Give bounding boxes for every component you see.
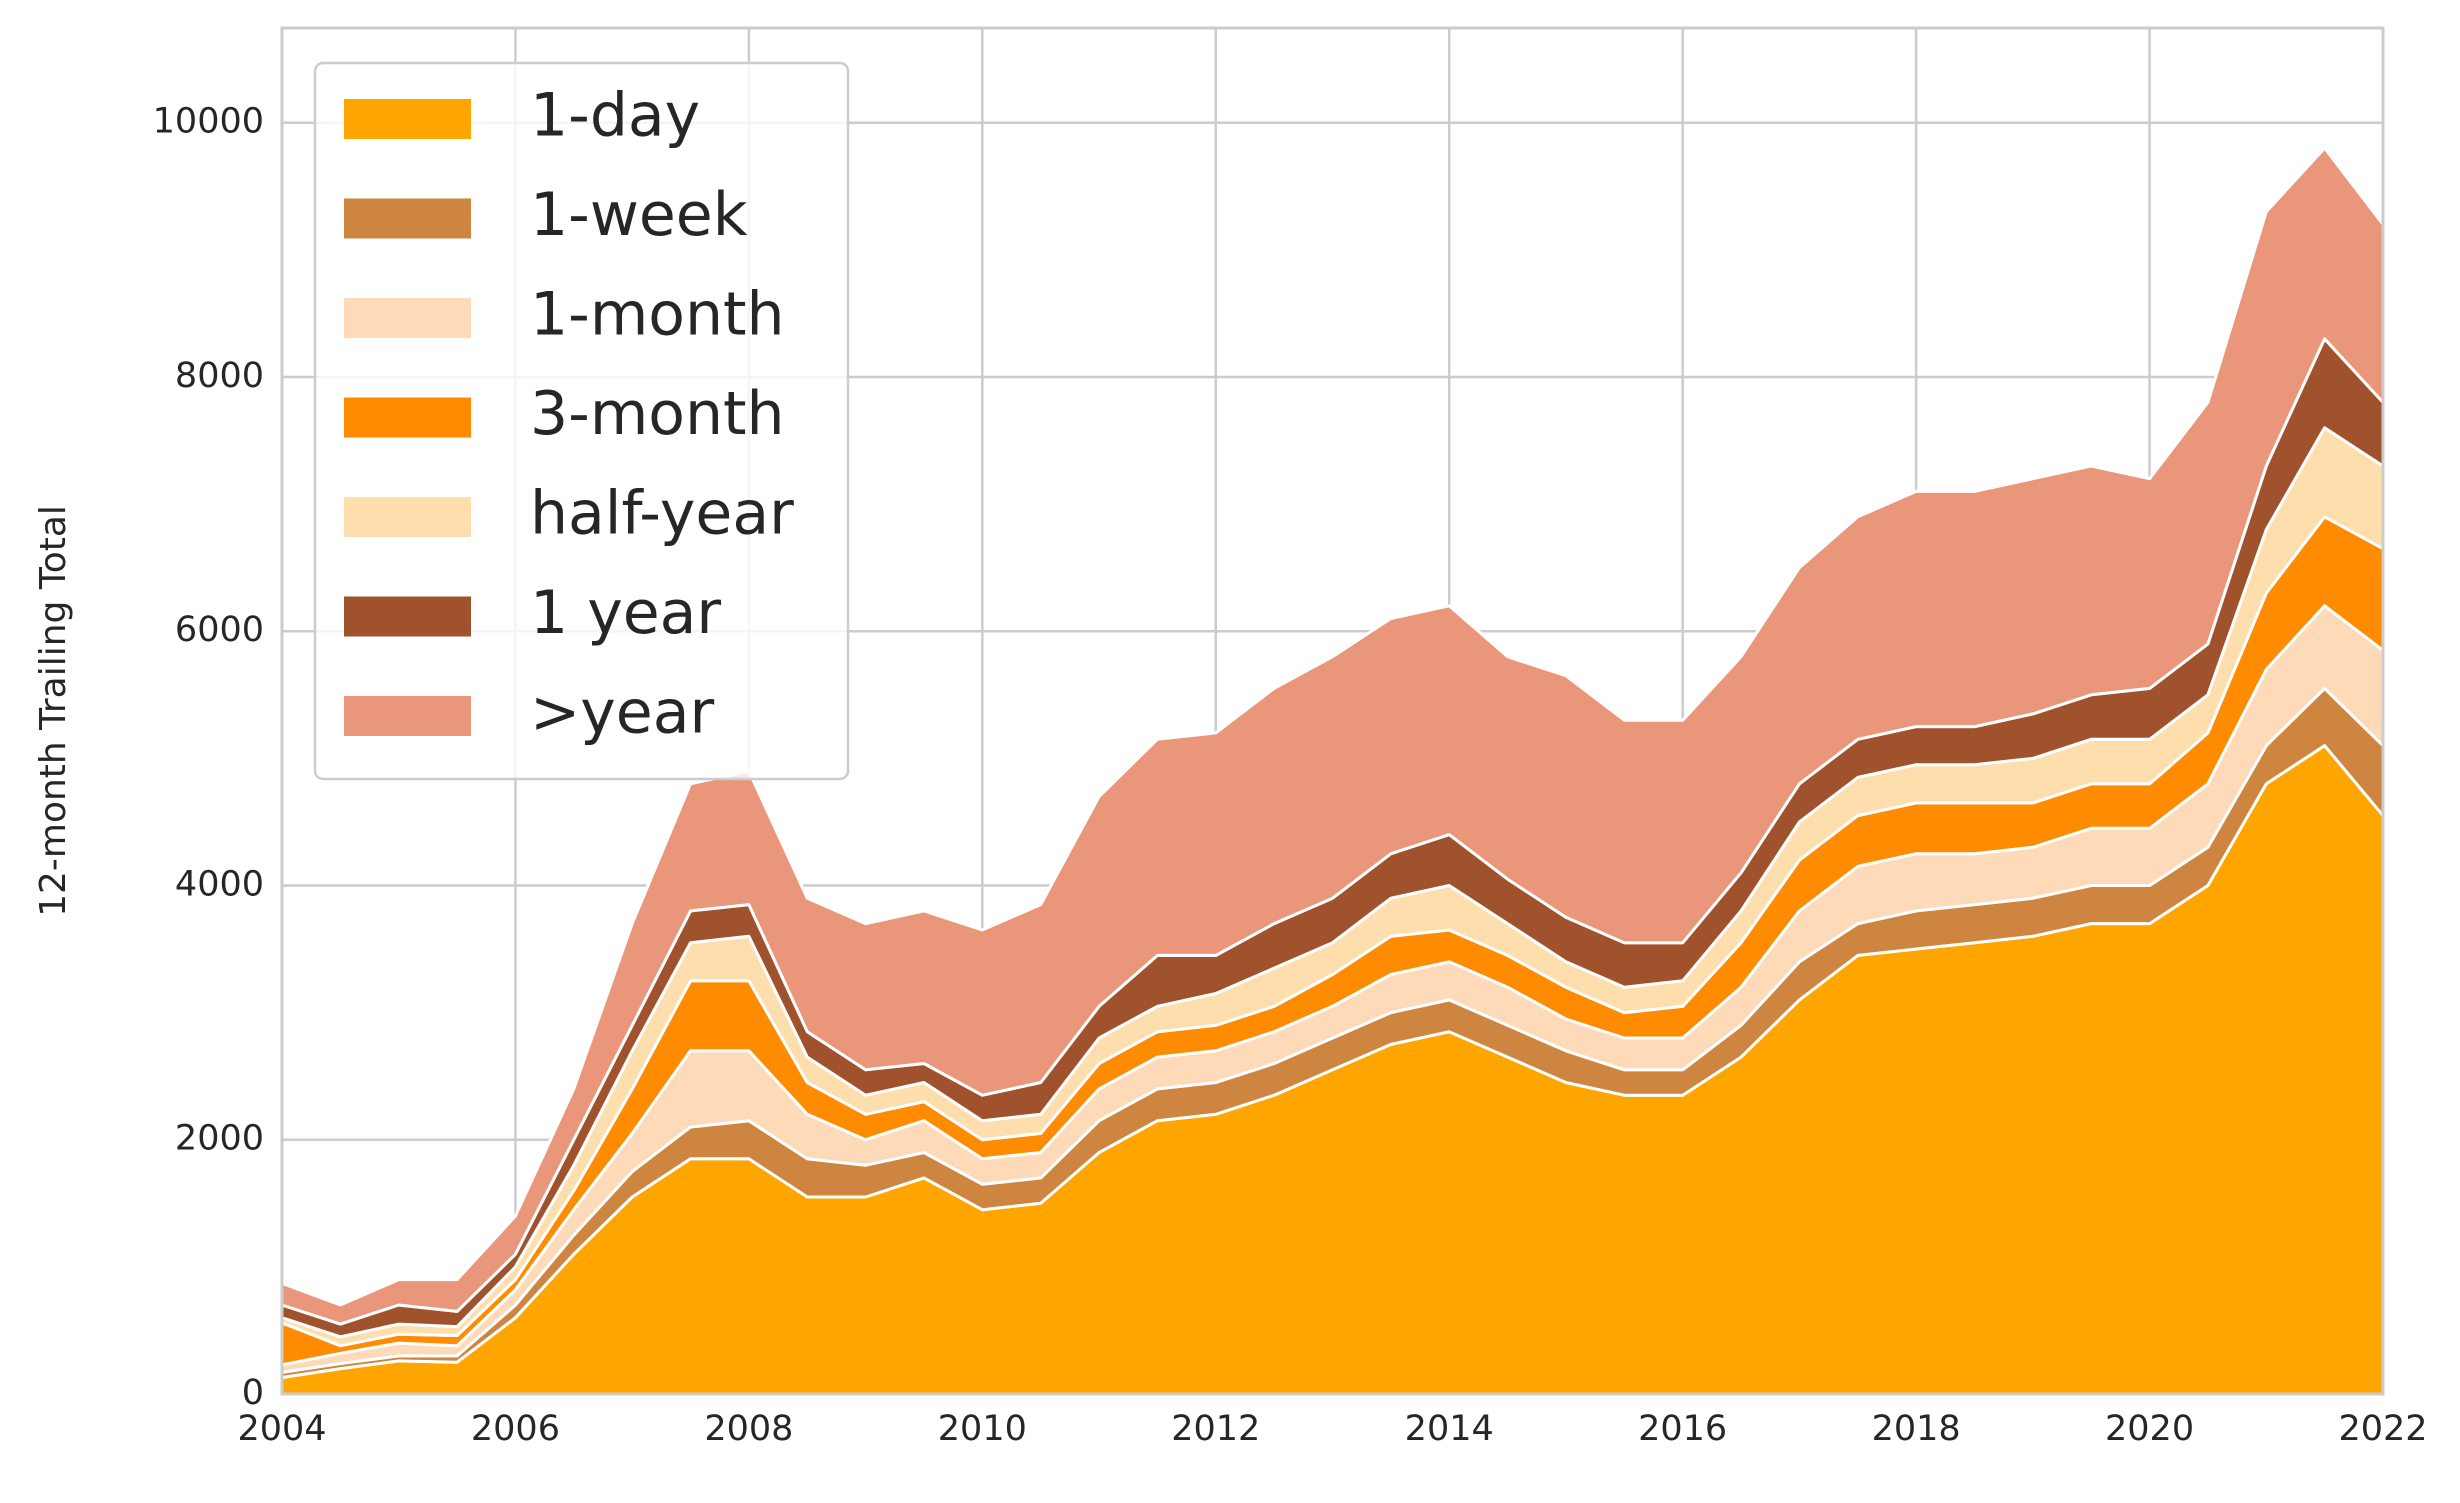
legend-label: 3-month xyxy=(530,379,785,449)
x-tick-label: 2006 xyxy=(471,1409,560,1449)
legend-label: >year xyxy=(530,678,714,748)
legend-label: 1 year xyxy=(530,578,721,648)
x-tick-label: 2012 xyxy=(1171,1409,1260,1449)
y-tick-label: 6000 xyxy=(175,610,264,650)
y-tick-label: 0 xyxy=(242,1373,264,1413)
x-tick-label: 2010 xyxy=(938,1409,1027,1449)
y-tick-label: 10000 xyxy=(153,102,264,142)
legend-swatch xyxy=(344,596,471,637)
legend-swatch xyxy=(344,497,471,537)
legend-swatch xyxy=(344,397,471,438)
x-tick-label: 2020 xyxy=(2105,1409,2194,1449)
plot-frame xyxy=(280,26,2385,1396)
legend: 1-day 1-week 1-month 3-month half-year 1 year… xyxy=(313,61,850,781)
y-tick-label: 2000 xyxy=(175,1119,264,1159)
legend-swatch xyxy=(344,198,471,239)
y-tick-label: 8000 xyxy=(175,356,264,396)
x-tick-label: 2008 xyxy=(704,1409,793,1449)
x-tick-label: 2022 xyxy=(2338,1409,2427,1449)
y-axis-label: 12-month Trailing Total xyxy=(33,505,74,917)
legend-label: 1-month xyxy=(530,280,785,350)
legend-label: half-year xyxy=(530,479,794,549)
x-tick-label: 2014 xyxy=(1405,1409,1494,1449)
legend-swatch xyxy=(344,99,471,139)
legend-swatch xyxy=(344,696,471,736)
x-tick-label: 2018 xyxy=(1872,1409,1961,1449)
legend-label: 1-week xyxy=(530,180,748,250)
legend-label: 1-day xyxy=(530,81,700,151)
x-tick-label: 2016 xyxy=(1638,1409,1727,1449)
legend-swatch xyxy=(344,298,471,338)
x-tick-label: 2004 xyxy=(237,1409,326,1449)
y-tick-label: 4000 xyxy=(175,864,264,904)
